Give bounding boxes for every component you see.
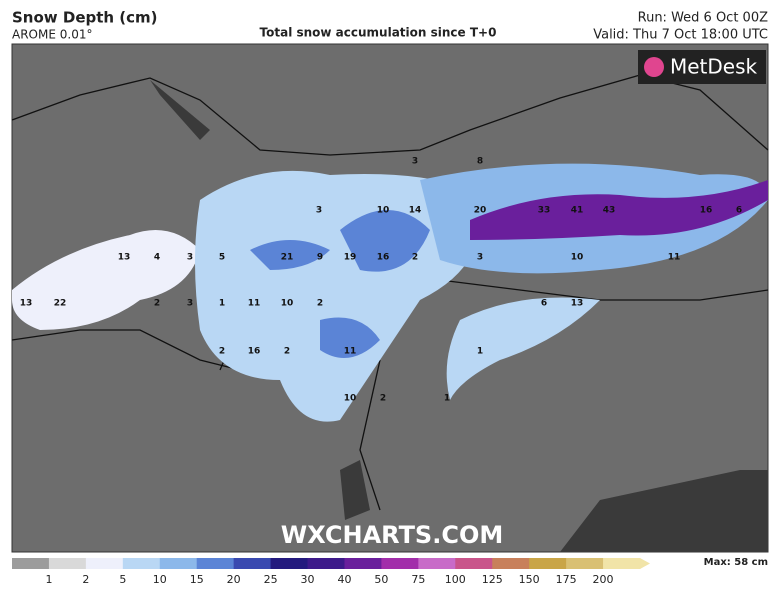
map-label: 13 [571, 299, 584, 309]
map-label: 2 [154, 299, 160, 309]
legend-swatch [492, 558, 530, 569]
map-label: 14 [409, 206, 422, 216]
legend-swatch [196, 558, 235, 569]
map-label: 22 [54, 299, 67, 309]
map-label: 11 [248, 299, 261, 309]
map-label: 33 [538, 206, 551, 216]
legend-swatch [233, 558, 272, 569]
map-label: 10 [377, 206, 390, 216]
legend-swatch [344, 558, 382, 569]
map-label: 9 [317, 253, 323, 263]
legend-swatch [603, 558, 641, 569]
map-label: 43 [603, 206, 616, 216]
description: Total snow accumulation since T+0 [260, 26, 497, 40]
watermark: WXCHARTS.COM [281, 521, 503, 549]
snow-area [250, 210, 430, 358]
logo-icon [644, 57, 664, 77]
legend-swatch [307, 558, 345, 569]
legend-swatch [270, 558, 309, 569]
map-label: 13 [20, 299, 33, 309]
map-label: 13 [118, 253, 131, 263]
map-label: 8 [477, 157, 483, 167]
legend-tick-label: 125 [482, 573, 503, 586]
map-label: 11 [668, 253, 681, 263]
model: AROME 0.01° [12, 28, 92, 42]
valid: Valid: Thu 7 Oct 18:00 UTC [593, 28, 768, 43]
legend-swatch [12, 558, 50, 569]
snow-area [470, 180, 768, 240]
legend-tick-label: 100 [445, 573, 466, 586]
legend-swatch [529, 558, 567, 569]
legend-tick-label: 25 [264, 573, 278, 586]
map-label: 2 [412, 253, 418, 263]
map-label: 16 [377, 253, 390, 263]
legend-swatch [122, 558, 161, 569]
snow-area [12, 230, 200, 330]
legend-tick-label: 200 [593, 573, 614, 586]
map-label: 3 [316, 206, 322, 216]
legend-arrow [640, 558, 650, 569]
legend-tick-label: 40 [337, 573, 351, 586]
map-label: 19 [344, 253, 357, 263]
title: Snow Depth (cm) [12, 9, 158, 27]
water [150, 80, 768, 552]
legend-tick-label: 175 [556, 573, 577, 586]
legend-swatch [455, 558, 493, 569]
run: Run: Wed 6 Oct 00Z [638, 11, 768, 26]
legend-tick-label: 20 [227, 573, 241, 586]
legend-tick-label: 2 [82, 573, 89, 586]
legend-swatch [381, 558, 419, 569]
map-label: 10 [571, 253, 584, 263]
legend-tick-label: 75 [411, 573, 425, 586]
map-label: 6 [541, 299, 547, 309]
map-label: 11 [344, 347, 357, 357]
legend-tick-label: 1 [45, 573, 52, 586]
map-label: 41 [571, 206, 584, 216]
legend-swatch [159, 558, 198, 569]
map-label: 6 [736, 206, 742, 216]
map-label: 1 [219, 299, 225, 309]
legend-swatch [85, 558, 124, 569]
map-label: 5 [219, 253, 225, 263]
legend-swatch [48, 558, 87, 569]
map-label: 4 [154, 253, 160, 263]
max-label: Max: 58 cm [704, 557, 768, 568]
map-label: 3 [477, 253, 483, 263]
map-label: 20 [474, 206, 487, 216]
legend-tick-label: 15 [190, 573, 204, 586]
map-label: 2 [380, 394, 386, 404]
map-label: 10 [281, 299, 294, 309]
legend-tick-label: 30 [301, 573, 315, 586]
map: MetDesk WXCHARTS.COM [11, 43, 769, 553]
logo: MetDesk [670, 55, 758, 79]
map-label: 1 [477, 347, 483, 357]
map-label: 16 [248, 347, 261, 357]
map-label: 3 [187, 253, 193, 263]
legend-tick-label: 50 [374, 573, 388, 586]
map-label: 16 [700, 206, 713, 216]
map-label: 2 [317, 299, 323, 309]
map-label: 10 [344, 394, 357, 404]
map-label: 3 [412, 157, 418, 167]
legend-swatch [566, 558, 604, 569]
legend-tick-label: 150 [519, 573, 540, 586]
legend-tick-label: 5 [119, 573, 126, 586]
map-label: 21 [281, 253, 294, 263]
map-label: 2 [284, 347, 290, 357]
legend-swatch [418, 558, 456, 569]
legend-tick-label: 10 [153, 573, 167, 586]
map-label: 1 [444, 394, 450, 404]
map-label: 2 [219, 347, 225, 357]
map-label: 3 [187, 299, 193, 309]
snow-area [446, 297, 600, 400]
